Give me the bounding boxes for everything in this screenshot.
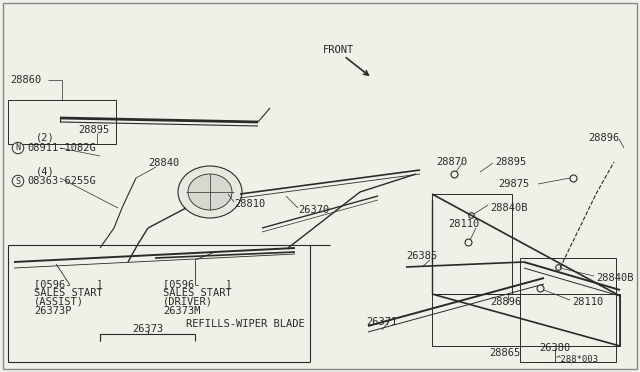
Text: SALES START: SALES START (34, 288, 103, 298)
Ellipse shape (188, 174, 232, 210)
Text: 28840B: 28840B (490, 203, 527, 213)
Text: 28895: 28895 (78, 125, 109, 135)
Text: 08363-6255G: 08363-6255G (27, 176, 96, 186)
Text: 28865: 28865 (489, 348, 520, 358)
Text: 28110: 28110 (448, 219, 479, 229)
Text: 28895: 28895 (495, 157, 526, 167)
Text: ^288*003: ^288*003 (556, 355, 599, 363)
Text: 26370: 26370 (298, 205, 329, 215)
Text: 26373M: 26373M (163, 306, 200, 316)
Bar (520, 258, 616, 362)
Bar (8, 100, 116, 144)
Text: (4): (4) (36, 166, 55, 176)
Text: 26380: 26380 (540, 343, 571, 353)
Text: 28110: 28110 (572, 297, 604, 307)
Text: [0596-    ]: [0596- ] (34, 279, 103, 289)
Text: (2): (2) (36, 133, 55, 143)
Text: 26373P: 26373P (34, 306, 72, 316)
Text: SALES START: SALES START (163, 288, 232, 298)
Text: 26373: 26373 (132, 324, 164, 334)
Text: 28870: 28870 (436, 157, 467, 167)
Text: 28896: 28896 (490, 297, 521, 307)
Ellipse shape (178, 166, 242, 218)
Text: 28840: 28840 (148, 158, 179, 168)
Text: (DRIVER): (DRIVER) (163, 297, 213, 307)
Bar (432, 294, 620, 346)
Text: 26371: 26371 (366, 317, 397, 327)
Text: REFILLS-WIPER BLADE: REFILLS-WIPER BLADE (186, 319, 305, 329)
Text: (ASSIST): (ASSIST) (34, 297, 84, 307)
Text: [0596-    ]: [0596- ] (163, 279, 232, 289)
Text: 28896: 28896 (588, 133, 620, 143)
Text: 28860: 28860 (10, 75, 41, 85)
Text: 28840B: 28840B (596, 273, 634, 283)
Text: FRONT: FRONT (323, 45, 355, 55)
Text: 26385: 26385 (406, 251, 437, 261)
Text: S: S (15, 176, 20, 186)
Text: N: N (15, 144, 20, 153)
Text: 08911-1082G: 08911-1082G (27, 143, 96, 153)
Text: 29875: 29875 (498, 179, 529, 189)
Text: 28810: 28810 (234, 199, 265, 209)
Bar (432, 194, 512, 294)
